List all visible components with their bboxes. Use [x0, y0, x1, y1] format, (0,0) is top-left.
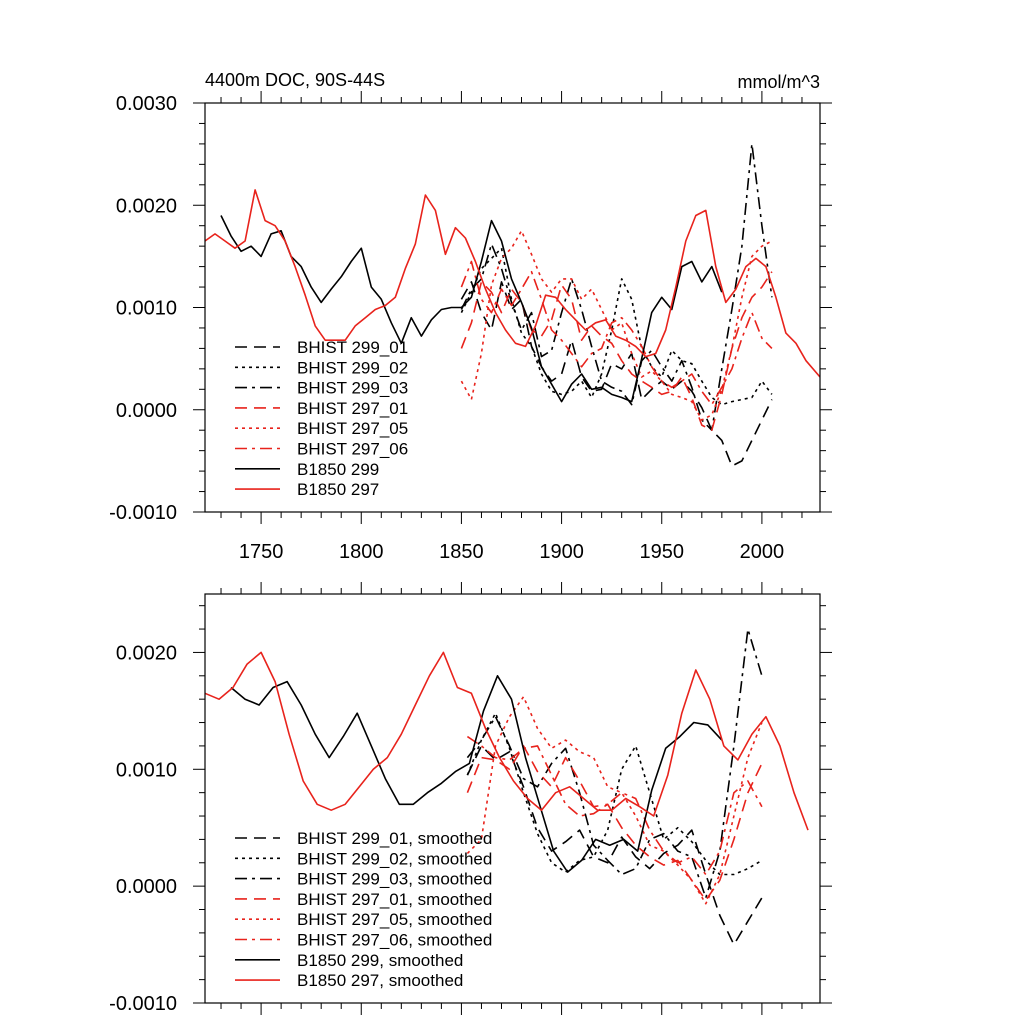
chart-units: mmol/m^3 [738, 72, 820, 92]
series-line-3 [460, 143, 773, 431]
legend-label: BHIST 299_02 [297, 358, 408, 377]
legend-label: B1850 299, smoothed [297, 951, 463, 970]
y-tick-label: -0.0010 [109, 993, 177, 1015]
x-tick-label: 1950 [639, 541, 684, 563]
series-line-1 [466, 745, 763, 946]
legend-label: BHIST 297_06, smoothed [297, 931, 492, 950]
bottom-panel: -0.0010 0.0000 0.0010 0.0020 BHIST 299_01, s… [109, 582, 832, 1015]
series-line-3 [466, 628, 763, 899]
legend-label: BHIST 299_01, smoothed [297, 829, 492, 848]
series-line-4 [460, 271, 773, 431]
y-tick-label: 0.0020 [116, 642, 177, 664]
legend-label: BHIST 299_03 [297, 379, 408, 398]
x-tick-label: 1800 [339, 541, 384, 563]
y-tick-label: -0.0010 [109, 502, 177, 524]
series-lines [205, 143, 820, 467]
legend-label: BHIST 297_01 [297, 399, 408, 418]
legend-label: BHIST 299_01 [297, 338, 408, 357]
series-line-7 [220, 215, 723, 403]
plot-frame [204, 593, 821, 1004]
y-tick-label: 0.0010 [116, 298, 177, 320]
series-line-6 [466, 735, 763, 876]
y-tick-label: 0.0010 [116, 759, 177, 781]
series-lines [205, 628, 809, 946]
legend-label: BHIST 297_06 [297, 440, 408, 459]
x-tick-label: 2000 [740, 541, 785, 563]
legend-label: BHIST 297_05 [297, 419, 408, 438]
y-tick-label: 0.0020 [116, 195, 177, 217]
legend-label: B1850 297 [297, 480, 379, 499]
legend-label: BHIST 297_01, smoothed [297, 890, 492, 909]
series-line-8 [205, 189, 820, 378]
legend-label: B1850 299 [297, 460, 379, 479]
series-line-1 [460, 281, 773, 467]
series-line-8 [205, 651, 809, 831]
x-tick-label: 1900 [539, 541, 584, 563]
x-tick-label: 1850 [439, 541, 484, 563]
series-line-2 [460, 247, 773, 406]
y-tick-label: 0.0030 [116, 93, 177, 115]
y-tick-label: 0.0000 [116, 400, 177, 422]
x-tick-label: 1750 [239, 541, 284, 563]
y-tick-label: 0.0000 [116, 876, 177, 898]
legend-label: B1850 297, smoothed [297, 971, 463, 990]
series-line-5 [460, 230, 773, 421]
top-panel: 1750 1800 1850 1900 1950 2000 -0.0010 0.0000 0.0… [109, 91, 832, 563]
legend-label: BHIST 297_05, smoothed [297, 910, 492, 929]
series-line-7 [230, 675, 723, 873]
chart-title: 4400m DOC, 90S-44S [205, 70, 385, 90]
series-line-6 [460, 260, 773, 406]
legend-label: BHIST 299_02, smoothed [297, 849, 492, 868]
legend-label: BHIST 299_03, smoothed [297, 870, 492, 889]
